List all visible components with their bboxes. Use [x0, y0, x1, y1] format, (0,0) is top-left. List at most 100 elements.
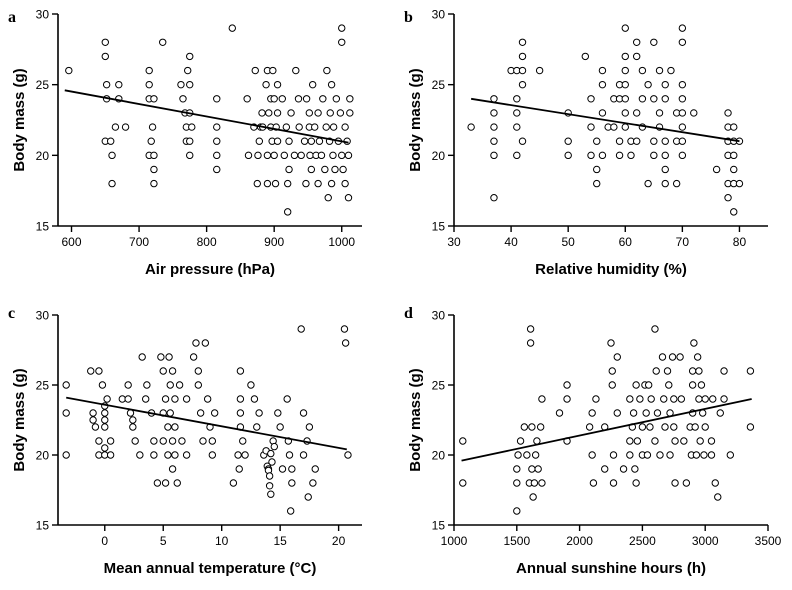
- data-point: [621, 24, 629, 32]
- y-axis-title: Body mass (g): [407, 368, 424, 471]
- data-point: [229, 479, 238, 487]
- data-point: [655, 66, 664, 75]
- data-point: [678, 109, 687, 117]
- data-point: [166, 409, 174, 417]
- data-point: [314, 109, 322, 117]
- data-point: [98, 381, 107, 389]
- data-point: [598, 151, 607, 160]
- data-point: [309, 479, 317, 487]
- data-point: [695, 367, 703, 375]
- data-point: [613, 409, 621, 417]
- data-point: [735, 179, 744, 188]
- data-point: [258, 109, 266, 117]
- data-point: [695, 395, 703, 403]
- data-point: [286, 507, 295, 515]
- data-point: [270, 442, 279, 451]
- data-point: [271, 179, 280, 188]
- data-point: [103, 395, 111, 403]
- data-point: [678, 137, 687, 145]
- data-point: [153, 479, 162, 487]
- data-point: [615, 137, 624, 145]
- data-point: [346, 95, 354, 103]
- data-point: [661, 423, 669, 431]
- data-point: [101, 409, 109, 417]
- data-point: [530, 479, 539, 487]
- data-point: [346, 109, 354, 117]
- data-point: [263, 151, 272, 160]
- data-point: [593, 137, 601, 145]
- data-point: [663, 367, 672, 375]
- data-point: [535, 66, 544, 75]
- y-axis-title: Body mass (g): [11, 368, 28, 471]
- data-point: [636, 395, 644, 403]
- data-point: [106, 451, 115, 459]
- data-point: [644, 179, 652, 188]
- data-point: [592, 395, 600, 403]
- data-point: [668, 353, 677, 361]
- data-point: [587, 151, 595, 160]
- data-point: [323, 66, 331, 75]
- data-point: [518, 52, 527, 61]
- data-point: [101, 52, 109, 61]
- data-point: [329, 151, 337, 160]
- data-point: [326, 109, 334, 117]
- data-point: [288, 465, 296, 473]
- data-point: [638, 66, 647, 75]
- data-point: [115, 80, 123, 89]
- data-point: [338, 38, 346, 46]
- data-point: [161, 479, 170, 487]
- data-point: [186, 80, 194, 89]
- data-point: [700, 451, 708, 459]
- data-point: [513, 507, 521, 515]
- data-point: [186, 151, 194, 160]
- data-point: [490, 194, 498, 202]
- data-point: [253, 423, 261, 431]
- data-point: [87, 367, 95, 375]
- data-point: [633, 437, 642, 445]
- data-point: [194, 381, 203, 389]
- data-point: [147, 137, 155, 145]
- data-point: [236, 409, 245, 417]
- data-point: [707, 437, 716, 445]
- data-point: [513, 479, 521, 487]
- data-point: [171, 395, 179, 403]
- data-point: [189, 353, 198, 361]
- trend-line: [461, 398, 752, 462]
- data-point: [268, 458, 276, 466]
- data-point: [324, 194, 332, 202]
- data-point: [285, 451, 294, 459]
- data-point: [632, 38, 641, 46]
- data-point: [678, 151, 687, 160]
- data-point: [213, 95, 221, 103]
- x-tick-label: 40: [504, 235, 518, 249]
- data-point: [95, 367, 103, 375]
- data-point: [288, 479, 296, 487]
- data-point: [678, 24, 687, 32]
- data-point: [513, 95, 521, 103]
- data-point: [295, 123, 303, 131]
- panel-letter: c: [8, 305, 15, 322]
- data-point: [678, 123, 687, 131]
- data-point: [177, 80, 185, 89]
- data-point: [656, 451, 664, 459]
- data-point: [598, 66, 607, 75]
- data-point: [459, 479, 467, 487]
- data-point: [108, 151, 116, 160]
- data-point: [651, 325, 659, 333]
- data-point: [690, 109, 698, 117]
- data-point: [598, 80, 607, 89]
- data-point: [610, 123, 618, 131]
- data-point: [253, 179, 261, 188]
- data-point: [165, 353, 173, 361]
- data-point: [327, 179, 336, 188]
- data-point: [644, 381, 653, 389]
- data-point: [536, 423, 545, 431]
- data-point: [101, 416, 109, 424]
- data-point: [65, 66, 73, 75]
- data-point: [175, 381, 184, 389]
- data-point: [726, 451, 735, 459]
- data-point: [89, 409, 97, 417]
- y-tick-label: 20: [36, 149, 50, 163]
- data-point: [661, 179, 669, 188]
